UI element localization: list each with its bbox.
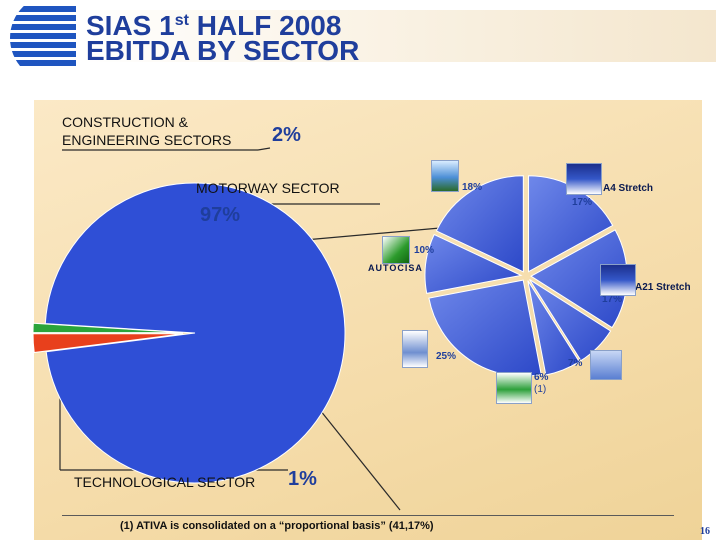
motorway-label: MOTORWAY SECTOR: [196, 180, 340, 196]
a4-percent: 17%: [572, 197, 593, 208]
construction-label-1: CONSTRUCTION &: [62, 114, 188, 130]
construction-slice: [32, 333, 184, 354]
sav-percent: 7%: [568, 358, 583, 369]
leader-line-1: [257, 147, 271, 151]
motorway-slice: [44, 182, 346, 484]
technological-label: TECHNOLOGICAL SECTOR: [74, 474, 256, 490]
a21-percent: 17%: [602, 294, 623, 305]
title-band: [80, 10, 716, 62]
ativa-logo-icon: [496, 372, 532, 404]
sav-logo-icon: [590, 350, 622, 380]
motorway-breakdown-slice-adf: [435, 175, 524, 273]
motorway-breakdown-slice-autocisa: [424, 233, 523, 294]
footer-divider: [62, 515, 674, 516]
title-line-1: SIAS 1st HALF 2008: [86, 10, 342, 41]
page-number: 16: [700, 526, 710, 537]
title-line-2: EBITDA BY SECTOR: [86, 35, 360, 66]
salt-percent: 25%: [436, 351, 457, 362]
motorway-percent: 97%: [200, 204, 241, 226]
adf-logo-icon: [431, 160, 459, 192]
motorway-breakdown-slice-sav: [529, 279, 612, 362]
construction-percent: 2%: [272, 124, 301, 146]
ativa-percent: 6%: [534, 372, 549, 383]
ativa-note: (1): [534, 384, 547, 395]
a21-stretch-label: A21 Stretch: [635, 282, 691, 293]
motorway-breakdown-slice-ativa: [527, 280, 580, 376]
sias-logo-icon: [10, 4, 76, 70]
technological-slice: [32, 322, 184, 334]
construction-label-2: ENGINEERING SECTORS: [62, 132, 232, 148]
salt-logo-icon: [402, 330, 428, 368]
technological-percent: 1%: [288, 468, 317, 490]
footnote: (1) ATIVA is consolidated on a “proporti…: [120, 520, 434, 532]
autocisa-label: AUTOCISA: [368, 263, 423, 273]
autocisa-percent: 10%: [414, 245, 435, 256]
satap-a21-logo-icon: [600, 264, 636, 296]
satap-a4-logo-icon: [566, 163, 602, 195]
adf-percent: 18%: [462, 182, 483, 193]
autocisa-logo-icon: [382, 236, 410, 264]
a4-stretch-label: A4 Stretch: [603, 183, 654, 194]
